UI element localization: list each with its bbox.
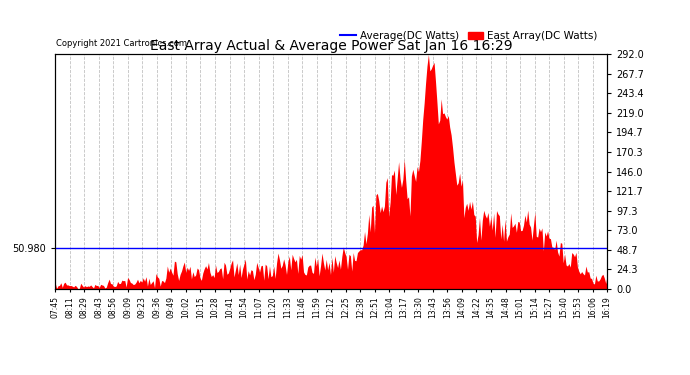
Text: Copyright 2021 Cartronics.com: Copyright 2021 Cartronics.com [57, 39, 187, 48]
Title: East Array Actual & Average Power Sat Jan 16 16:29: East Array Actual & Average Power Sat Ja… [150, 39, 513, 53]
Legend: Average(DC Watts), East Array(DC Watts): Average(DC Watts), East Array(DC Watts) [336, 27, 602, 45]
